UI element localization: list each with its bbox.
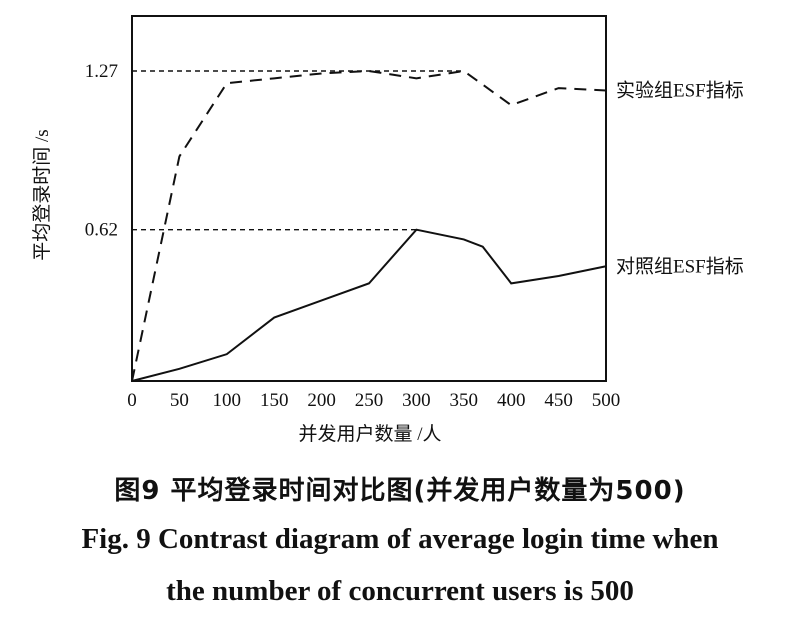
x-tick-label-6: 300 [402, 390, 431, 411]
series-line-0 [131, 69, 607, 382]
series-lines [131, 69, 607, 382]
caption-chinese: 图9 平均登录时间对比图(并发用户数量为500) [114, 476, 686, 506]
x-tick-label-10: 500 [592, 390, 621, 411]
series-line-1 [131, 228, 607, 382]
caption-english-line-2: the number of concurrent users is 500 [166, 575, 634, 607]
x-axis-label: 并发用户数量 /人 [298, 423, 441, 445]
caption-english-line-1: Fig. 9 Contrast diagram of average login… [81, 523, 719, 555]
y-tick-label-1: 1.27 [85, 61, 118, 82]
x-tick-label-4: 200 [307, 390, 336, 411]
x-tick-label-3: 150 [260, 390, 289, 411]
x-tick-label-2: 100 [213, 390, 242, 411]
x-tick-label-5: 250 [355, 390, 384, 411]
series-label-1: 对照组ESF指标 [616, 255, 744, 277]
x-tick-label-8: 400 [497, 390, 526, 411]
x-tick-label-1: 50 [170, 390, 189, 411]
x-ticks: 0 50 100 150 200 250 300 350 400 450 500 [127, 390, 620, 411]
y-ticks: 0.62 1.27 [85, 61, 118, 241]
x-tick-label-9: 450 [544, 390, 573, 411]
reference-lines [132, 70, 464, 231]
chart: 0 50 100 150 200 250 300 350 400 450 500 0.621.27 … [31, 15, 744, 445]
plot-border [131, 15, 607, 382]
plot-frame [131, 15, 607, 382]
y-tick-label-0: 0.62 [85, 220, 118, 241]
series-label-0: 实验组ESF指标 [616, 80, 744, 102]
x-tick-label-0: 0 [127, 390, 137, 411]
x-tick-label-7: 350 [450, 390, 479, 411]
y-axis-label: 平均登录时间 /s [31, 129, 53, 260]
